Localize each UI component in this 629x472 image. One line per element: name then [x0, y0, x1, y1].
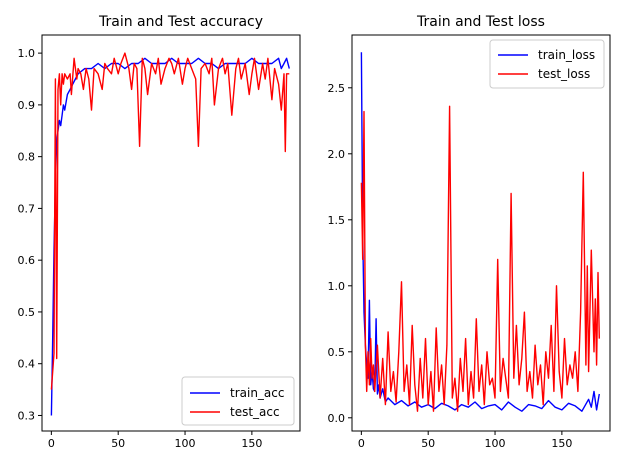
loss-legend-test-label: test_loss [538, 67, 590, 81]
accuracy-series-test-acc [50, 52, 290, 390]
loss-ytick-label: 1.0 [328, 280, 346, 293]
accuracy-chart-title: Train and Test accuracy [98, 14, 263, 30]
loss-ytick-label: 1.5 [328, 214, 346, 227]
loss-xtick-label: 0 [358, 437, 365, 450]
loss-chart-frame [351, 34, 611, 432]
accuracy-ytick-label: 0.3 [18, 409, 36, 422]
accuracy-ytick-label: 0.7 [18, 202, 36, 215]
accuracy-xtick-label: 100 [175, 437, 196, 450]
loss-ytick-label: 0.5 [328, 346, 346, 359]
loss-legend-train-label: train_loss [538, 48, 595, 62]
loss-chart: Train and Test loss 0 50 100 150 0.0 0.5 1.0 1.… [328, 14, 611, 450]
accuracy-chart-ticks: 0 50 100 150 0.3 0.4 0.5 0.6 0.7 0.8 0.9 1.0 [18, 47, 263, 450]
loss-ytick-label: 2.0 [328, 148, 346, 161]
loss-series-test-loss [360, 105, 600, 412]
accuracy-xtick-label: 0 [48, 437, 55, 450]
loss-xtick-label: 100 [485, 437, 506, 450]
accuracy-ytick-label: 0.5 [18, 306, 36, 319]
accuracy-ytick-label: 0.6 [18, 254, 36, 267]
accuracy-legend-test-label: test_acc [230, 405, 280, 419]
accuracy-chart: Train and Test accuracy 0 50 100 1500.30.40… [18, 14, 301, 450]
loss-xtick-label: 50 [421, 437, 435, 450]
loss-legend-box [489, 39, 605, 89]
accuracy-chart-legend: train_acc test_acc [181, 376, 295, 426]
accuracy-chart-series [50, 52, 290, 416]
accuracy-legend-train-label: train_acc [230, 386, 284, 400]
accuracy-legend-box [181, 376, 295, 426]
loss-ytick-label: 2.5 [328, 82, 346, 95]
accuracy-chart-frame [41, 34, 301, 432]
accuracy-ytick-label: 0.9 [18, 99, 36, 112]
accuracy-ytick-label: 1.0 [18, 47, 36, 60]
accuracy-ytick-label: 0.8 [18, 151, 36, 164]
loss-xtick-label: 150 [551, 437, 572, 450]
loss-chart-title: Train and Test loss [416, 14, 545, 30]
loss-chart-ticks: 0 50 100 150 0.0 0.5 1.0 1.5 2.0 2.5 [328, 82, 573, 450]
loss-chart-series [360, 52, 600, 412]
accuracy-xtick-label: 150 [241, 437, 262, 450]
loss-chart-legend: train_loss test_loss [489, 39, 605, 89]
loss-ytick-label: 0.0 [328, 412, 346, 425]
accuracy-xtick-label: 50 [111, 437, 125, 450]
accuracy-ytick-label: 0.4 [18, 358, 36, 371]
